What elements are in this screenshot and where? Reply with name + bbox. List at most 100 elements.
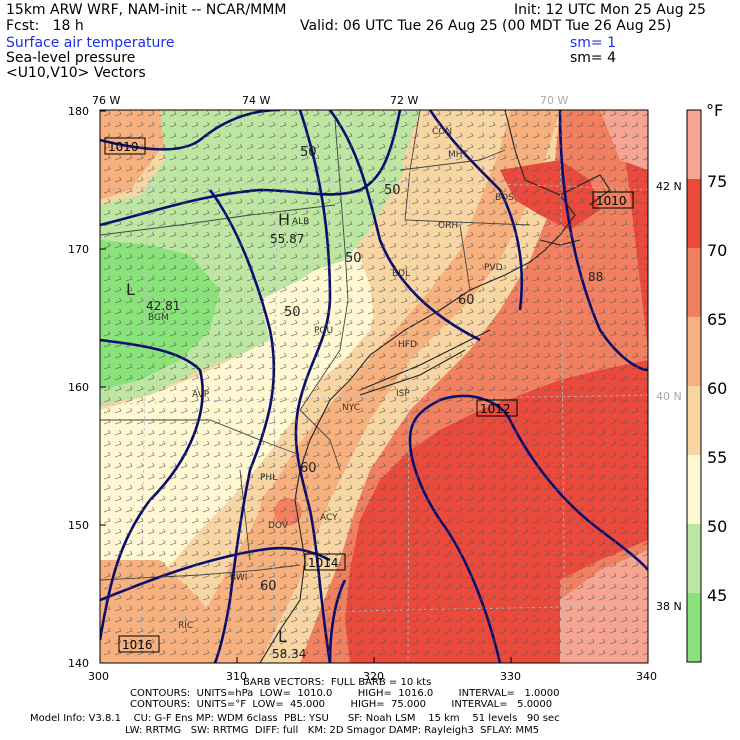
pressure-label-4: 1014 bbox=[308, 556, 339, 570]
isobars bbox=[100, 110, 648, 663]
temp-zone-45 bbox=[100, 240, 220, 390]
temp-zone-60 bbox=[100, 110, 510, 663]
city-mht: MHT bbox=[448, 150, 469, 160]
y-tick-140: 140 bbox=[68, 657, 89, 670]
model-title: 15km ARW WRF, NAM-init -- NCAR/MMM bbox=[6, 2, 287, 18]
footer-model-info: Model Info: V3.8.1 CU: G-F Ens MP: WDM 6… bbox=[30, 713, 560, 724]
footer-contours-pressure: CONTOURS: UNITS=hPa LOW= 1010.0 HIGH= 10… bbox=[130, 688, 560, 699]
y-tick-160: 160 bbox=[68, 381, 89, 394]
legend-label-75: 75 bbox=[707, 172, 727, 191]
city-pvd: PVD bbox=[484, 263, 503, 273]
city-bgm: BGM bbox=[148, 313, 169, 323]
isotherm-label-7: 60 bbox=[300, 461, 317, 476]
x-tick-300: 300 bbox=[88, 670, 109, 683]
isotherm-label-4: 50 bbox=[284, 305, 301, 320]
highlight-value: 88 bbox=[588, 270, 603, 284]
pressure-label-5: 1016 bbox=[122, 638, 153, 652]
lat-label-42n: 42 N bbox=[656, 180, 682, 193]
low1-symbol: L bbox=[126, 280, 135, 299]
legend-label-60: 60 bbox=[707, 379, 727, 398]
pressure-label-1: 1010 bbox=[108, 140, 139, 154]
city-ric: RIC bbox=[178, 621, 193, 631]
forecast-hour: Fcst: 18 h bbox=[6, 18, 84, 34]
legend-label-45: 45 bbox=[707, 586, 727, 605]
city-labels: CON MHT BOS ALB ORH PVD BDL BGM AVP POU … bbox=[148, 127, 514, 631]
isotherm-labels: 50 50 50 50 60 60 60 bbox=[260, 145, 475, 594]
low1-value: 42.81 bbox=[146, 299, 180, 313]
y-tick-150: 150 bbox=[68, 519, 89, 532]
x-tick-310: 310 bbox=[226, 670, 247, 683]
isotherm-label-2: 50 bbox=[384, 183, 401, 198]
field-temperature: Surface air temperature bbox=[6, 35, 175, 51]
field-temperature-smoothing: sm= 1 bbox=[570, 35, 617, 51]
temp-zone-55 bbox=[100, 245, 375, 600]
y-tick-180: 180 bbox=[68, 105, 89, 118]
y-tick-170: 170 bbox=[68, 243, 89, 256]
pressure-label-3: 1012 bbox=[480, 402, 511, 416]
isotherm-label-6: 60 bbox=[260, 579, 277, 594]
x-tick-340: 340 bbox=[636, 670, 657, 683]
legend-swatch-2 bbox=[687, 248, 701, 317]
temp-zone-75-ne bbox=[500, 160, 600, 230]
city-bos: BOS bbox=[495, 193, 514, 203]
legend-swatch-1 bbox=[687, 179, 701, 248]
legend-label-50: 50 bbox=[707, 517, 727, 536]
low2-symbol: L bbox=[278, 627, 287, 646]
city-con: CON bbox=[432, 127, 452, 137]
legend-label-65: 65 bbox=[707, 310, 727, 329]
legend-swatch-5 bbox=[687, 455, 701, 524]
legend-frame bbox=[686, 109, 702, 663]
lat-label-38n: 38 N bbox=[656, 600, 682, 613]
init-time: Init: 12 UTC Mon 25 Aug 25 bbox=[514, 2, 706, 18]
isotherm-label-1: 50 bbox=[300, 145, 317, 160]
city-bdl: BDL bbox=[392, 269, 410, 279]
legend-unit: °F bbox=[706, 101, 723, 120]
temp-zone-alb bbox=[295, 130, 405, 270]
legend-swatch-7 bbox=[687, 593, 701, 662]
legend-swatch-3 bbox=[687, 317, 701, 386]
temp-spot-inner bbox=[274, 498, 302, 526]
wind-barb-grid bbox=[103, 110, 648, 656]
field-pressure-smoothing: sm= 4 bbox=[570, 50, 617, 66]
city-hfd: HFD bbox=[398, 340, 417, 350]
city-pou: POU bbox=[314, 326, 333, 336]
temperature-field bbox=[100, 110, 648, 663]
city-dov: DOV bbox=[268, 521, 289, 531]
legend-swatch-4 bbox=[687, 386, 701, 455]
high-symbol: H bbox=[278, 210, 290, 229]
field-pressure: Sea-level pressure bbox=[6, 50, 136, 66]
pressure-labels: 1010 1010 1012 1014 1016 bbox=[104, 137, 634, 653]
x-tick-320: 320 bbox=[363, 670, 384, 683]
city-orh: ORH bbox=[438, 221, 458, 231]
footer-contours-temp: CONTOURS: UNITS=°F LOW= 45.000 HIGH= 75.… bbox=[130, 699, 553, 710]
lon-label-74w: 74 W bbox=[242, 94, 270, 107]
legend-swatch-6 bbox=[687, 524, 701, 593]
footer-barb: BARB VECTORS: FULL BARB = 10 kts bbox=[243, 677, 432, 688]
legend-swatch-0 bbox=[687, 110, 701, 179]
isotherm-label-5: 60 bbox=[458, 293, 475, 308]
low2-value: 58.34 bbox=[272, 647, 306, 661]
temp-zone-sw bbox=[100, 560, 230, 663]
state-borders bbox=[100, 110, 531, 581]
lat-label-40n: 40 N bbox=[656, 390, 682, 403]
city-avp: AVP bbox=[192, 390, 210, 400]
lon-label-70w: 70 W bbox=[540, 94, 568, 107]
legend-labels: 75 70 65 60 55 50 45 bbox=[707, 172, 727, 605]
pressure-label-2: 1010 bbox=[596, 194, 627, 208]
color-legend bbox=[686, 109, 702, 663]
x-tick-330: 330 bbox=[500, 670, 521, 683]
valid-time: Valid: 06 UTC Tue 26 Aug 25 (00 MDT Tue … bbox=[300, 18, 672, 34]
legend-label-70: 70 bbox=[707, 241, 727, 260]
city-phl: PHL bbox=[260, 473, 277, 483]
axis-ticks bbox=[99, 110, 649, 664]
legend-label-55: 55 bbox=[707, 448, 727, 467]
temp-zone-75 bbox=[345, 110, 648, 663]
footer-physics-info: LW: RRTMG SW: RRTMG DIFF: full KM: 2D Sm… bbox=[125, 725, 540, 736]
pressure-centers: H 55.87 L 42.81 L 58.34 88 bbox=[126, 210, 603, 661]
isotherm-label-3: 50 bbox=[345, 251, 362, 266]
city-acy: ACY bbox=[320, 513, 338, 523]
lon-label-72w: 72 W bbox=[390, 94, 418, 107]
city-alb: ALB bbox=[292, 217, 309, 227]
temp-zone-80-ne bbox=[600, 110, 648, 170]
